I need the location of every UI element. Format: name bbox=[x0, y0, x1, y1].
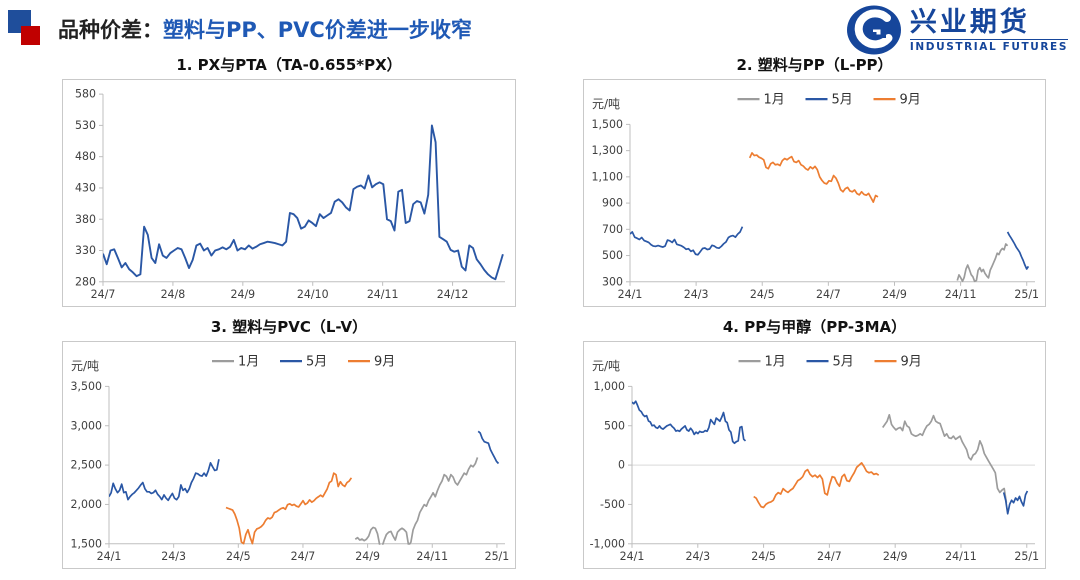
chart-title-l-v: 3. 塑料与PVC（L-V） bbox=[210, 318, 368, 336]
svg-text:24/11: 24/11 bbox=[416, 550, 448, 563]
svg-text:1,000: 1,000 bbox=[594, 380, 625, 393]
svg-text:25/1: 25/1 bbox=[1014, 550, 1039, 563]
brand-logo: 兴业期货 INDUSTRIAL FUTURES bbox=[846, 4, 1068, 56]
chart-plot-l-pp: 300 500 700 900 1,100 1,300 1,500 24/1 24/3 24/5 2… bbox=[583, 79, 1046, 307]
brand-text: 兴业期货 INDUSTRIAL FUTURES bbox=[909, 6, 1068, 53]
svg-text:2,500: 2,500 bbox=[71, 459, 102, 472]
svg-text:24/11: 24/11 bbox=[945, 288, 977, 301]
line-chart-pp-3ma: -1,000 -500 0 500 1,000 24/1 24/3 24/5 24/7 24/9 2… bbox=[590, 355, 1040, 563]
chart-title-l-pp: 2. 塑料与PP（L-PP） bbox=[736, 56, 893, 74]
svg-text:24/3: 24/3 bbox=[684, 288, 709, 301]
chart-title-px-pta: 1. PX与PTA（TA-0.655*PX） bbox=[176, 56, 402, 74]
svg-text:25/1: 25/1 bbox=[485, 550, 510, 563]
svg-text:1月: 1月 bbox=[238, 355, 259, 370]
svg-text:-1,000: -1,000 bbox=[590, 537, 625, 550]
svg-text:24/5: 24/5 bbox=[226, 550, 251, 563]
svg-text:24/3: 24/3 bbox=[685, 550, 710, 563]
svg-text:2,000: 2,000 bbox=[71, 498, 102, 511]
svg-text:1,300: 1,300 bbox=[592, 144, 623, 157]
svg-text:24/1: 24/1 bbox=[97, 550, 122, 563]
svg-text:530: 530 bbox=[75, 119, 96, 132]
svg-text:0: 0 bbox=[618, 459, 625, 472]
svg-text:24/11: 24/11 bbox=[367, 288, 399, 301]
svg-text:24/7: 24/7 bbox=[817, 550, 842, 563]
svg-text:24/9: 24/9 bbox=[883, 550, 908, 563]
svg-text:元/吨: 元/吨 bbox=[71, 359, 99, 373]
svg-text:元/吨: 元/吨 bbox=[592, 359, 620, 373]
svg-text:1月: 1月 bbox=[765, 355, 786, 370]
chart-card-l-v: 3. 塑料与PVC（L-V） 1,500 2,000 2,500 3,000 3,500… bbox=[62, 316, 516, 569]
svg-text:5月: 5月 bbox=[832, 93, 853, 108]
chart-card-px-pta: 1. PX与PTA（TA-0.655*PX） 280 330 380 430 480 53… bbox=[62, 54, 516, 307]
chart-card-l-pp: 2. 塑料与PP（L-PP） 300 500 700 900 1,100 1,300 1,5… bbox=[583, 54, 1046, 307]
svg-text:9月: 9月 bbox=[900, 93, 921, 108]
svg-text:500: 500 bbox=[604, 419, 625, 432]
svg-text:24/8: 24/8 bbox=[161, 288, 186, 301]
svg-text:24/9: 24/9 bbox=[355, 550, 380, 563]
svg-text:24/7: 24/7 bbox=[91, 288, 116, 301]
brand-emblem-icon bbox=[846, 5, 901, 55]
svg-text:580: 580 bbox=[75, 88, 96, 101]
chart-title-pp-3ma: 4. PP与甲醇（PP-3MA） bbox=[722, 318, 907, 336]
svg-text:430: 430 bbox=[75, 181, 96, 194]
brand-subtitle: INDUSTRIAL FUTURES bbox=[909, 38, 1068, 53]
svg-text:700: 700 bbox=[602, 223, 623, 236]
svg-text:1,500: 1,500 bbox=[592, 118, 623, 131]
svg-text:24/10: 24/10 bbox=[297, 288, 329, 301]
svg-text:1,100: 1,100 bbox=[592, 170, 623, 183]
page-header: 品种价差：塑料与PP、PVC价差进一步收窄 兴业期货 INDUSTRIAL FU… bbox=[0, 0, 1080, 56]
svg-text:24/1: 24/1 bbox=[618, 288, 643, 301]
svg-text:1月: 1月 bbox=[764, 93, 785, 108]
svg-text:9月: 9月 bbox=[901, 355, 922, 370]
svg-text:280: 280 bbox=[75, 275, 96, 288]
svg-text:5月: 5月 bbox=[833, 355, 854, 370]
page-title: 品种价差：塑料与PP、PVC价差进一步收窄 bbox=[58, 14, 472, 44]
line-chart-l-v: 1,500 2,000 2,500 3,000 3,500 24/1 24/3 24/5 24/… bbox=[71, 355, 510, 563]
svg-text:5月: 5月 bbox=[306, 355, 327, 370]
svg-text:9月: 9月 bbox=[374, 355, 395, 370]
svg-text:24/12: 24/12 bbox=[437, 288, 469, 301]
chart-card-pp-3ma: 4. PP与甲醇（PP-3MA） -1,000 -500 0 500 1,000 24/1… bbox=[583, 316, 1046, 569]
svg-text:480: 480 bbox=[75, 150, 96, 163]
svg-text:-500: -500 bbox=[600, 498, 625, 511]
svg-text:3,000: 3,000 bbox=[71, 419, 102, 432]
page-title-prefix: 品种价差： bbox=[58, 18, 163, 42]
charts-grid: 1. PX与PTA（TA-0.655*PX） 280 330 380 430 480 53… bbox=[62, 54, 1046, 569]
brand-name: 兴业期货 bbox=[909, 6, 1030, 38]
chart-plot-l-v: 1,500 2,000 2,500 3,000 3,500 24/1 24/3 24/5 24/… bbox=[62, 341, 516, 569]
decorative-squares bbox=[8, 6, 48, 52]
svg-text:500: 500 bbox=[602, 249, 623, 262]
svg-text:380: 380 bbox=[75, 213, 96, 226]
red-square bbox=[21, 26, 40, 45]
svg-text:330: 330 bbox=[75, 244, 96, 257]
svg-text:元/吨: 元/吨 bbox=[592, 97, 620, 111]
svg-text:900: 900 bbox=[602, 197, 623, 210]
svg-text:3,500: 3,500 bbox=[71, 380, 102, 393]
svg-text:24/9: 24/9 bbox=[230, 288, 255, 301]
svg-text:24/7: 24/7 bbox=[291, 550, 316, 563]
page-title-highlight: 塑料与PP、PVC价差进一步收窄 bbox=[163, 18, 472, 42]
svg-text:24/5: 24/5 bbox=[751, 550, 776, 563]
svg-text:24/9: 24/9 bbox=[882, 288, 907, 301]
svg-text:300: 300 bbox=[602, 275, 623, 288]
line-chart-px-pta: 280 330 380 430 480 530 580 24/7 24/8 24/9 24/10 24… bbox=[75, 88, 505, 301]
svg-text:24/3: 24/3 bbox=[161, 550, 186, 563]
svg-text:24/1: 24/1 bbox=[620, 550, 645, 563]
chart-plot-px-pta: 280 330 380 430 480 530 580 24/7 24/8 24/9 24/10 24… bbox=[62, 79, 516, 307]
svg-text:1,500: 1,500 bbox=[71, 537, 102, 550]
svg-text:24/7: 24/7 bbox=[816, 288, 841, 301]
svg-text:24/11: 24/11 bbox=[945, 550, 977, 563]
chart-plot-pp-3ma: -1,000 -500 0 500 1,000 24/1 24/3 24/5 24/7 24/9 2… bbox=[583, 341, 1046, 569]
svg-text:25/1: 25/1 bbox=[1014, 288, 1039, 301]
svg-text:24/5: 24/5 bbox=[750, 288, 775, 301]
line-chart-l-pp: 300 500 700 900 1,100 1,300 1,500 24/1 24/3 24/5 2… bbox=[592, 93, 1040, 301]
